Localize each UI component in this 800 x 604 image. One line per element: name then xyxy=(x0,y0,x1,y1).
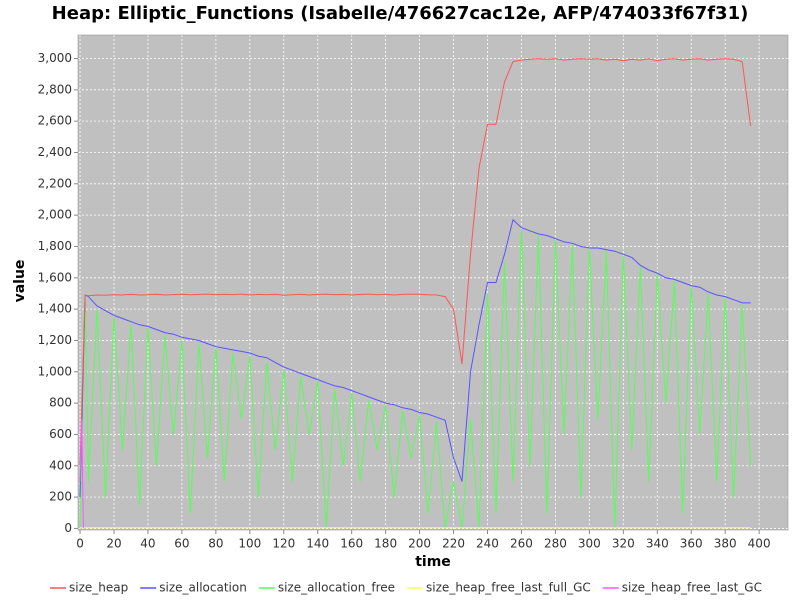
x-tick-label: 100 xyxy=(238,537,261,551)
x-tick-label: 400 xyxy=(748,537,771,551)
y-tick-label: 1,400 xyxy=(38,302,72,316)
series-line xyxy=(79,58,752,466)
y-axis-label: value xyxy=(12,260,28,303)
x-tick-label: 200 xyxy=(408,537,431,551)
legend-label: size_allocation xyxy=(159,581,247,595)
series-line xyxy=(79,418,84,529)
y-tick-label: 400 xyxy=(49,458,72,472)
legend-label: size_heap xyxy=(69,581,128,595)
x-tick-label: 380 xyxy=(714,537,737,551)
x-tick-label: 300 xyxy=(578,537,601,551)
y-tick-label: 3,000 xyxy=(38,51,72,65)
x-tick-label: 340 xyxy=(646,537,669,551)
y-tick-label: 1,800 xyxy=(38,239,72,253)
x-tick-label: 180 xyxy=(374,537,397,551)
series-line xyxy=(79,230,752,529)
y-tick-label: 2,000 xyxy=(38,208,72,222)
series-line xyxy=(79,218,751,498)
x-tick-label: 280 xyxy=(544,537,567,551)
y-tick-label: 200 xyxy=(49,490,72,504)
legend-label: size_heap_free_last_GC xyxy=(622,581,762,595)
x-tick-label: 220 xyxy=(442,537,465,551)
plot-area xyxy=(78,35,788,530)
x-tick-label: 360 xyxy=(680,537,703,551)
legend-label: size_heap_free_last_full_GC xyxy=(426,581,591,595)
plot-border xyxy=(77,34,789,531)
y-tick-label: 0 xyxy=(64,521,72,535)
y-tick-label: 2,200 xyxy=(38,176,72,190)
y-tick-label: 1,600 xyxy=(38,270,72,284)
x-tick-label: 60 xyxy=(174,537,189,551)
x-tick-label: 120 xyxy=(272,537,295,551)
x-tick-label: 0 xyxy=(76,537,84,551)
y-tick-label: 800 xyxy=(49,396,72,410)
x-tick-label: 40 xyxy=(140,537,155,551)
x-tick-label: 260 xyxy=(510,537,533,551)
y-tick-label: 1,200 xyxy=(38,333,72,347)
y-tick-label: 1,000 xyxy=(38,364,72,378)
x-tick-label: 320 xyxy=(612,537,635,551)
x-tick-label: 160 xyxy=(340,537,363,551)
chart-title: Heap: Elliptic_Functions (Isabelle/47662… xyxy=(52,3,749,24)
y-tick-label: 2,400 xyxy=(38,145,72,159)
x-tick-label: 240 xyxy=(476,537,499,551)
legend-label: size_allocation_free xyxy=(278,581,395,595)
x-tick-label: 20 xyxy=(106,537,121,551)
y-tick-label: 2,800 xyxy=(38,82,72,96)
x-axis-label: time xyxy=(415,554,451,570)
x-tick-label: 80 xyxy=(208,537,223,551)
y-tick-label: 2,600 xyxy=(38,114,72,128)
y-tick-label: 600 xyxy=(49,427,72,441)
x-tick-label: 140 xyxy=(306,537,329,551)
